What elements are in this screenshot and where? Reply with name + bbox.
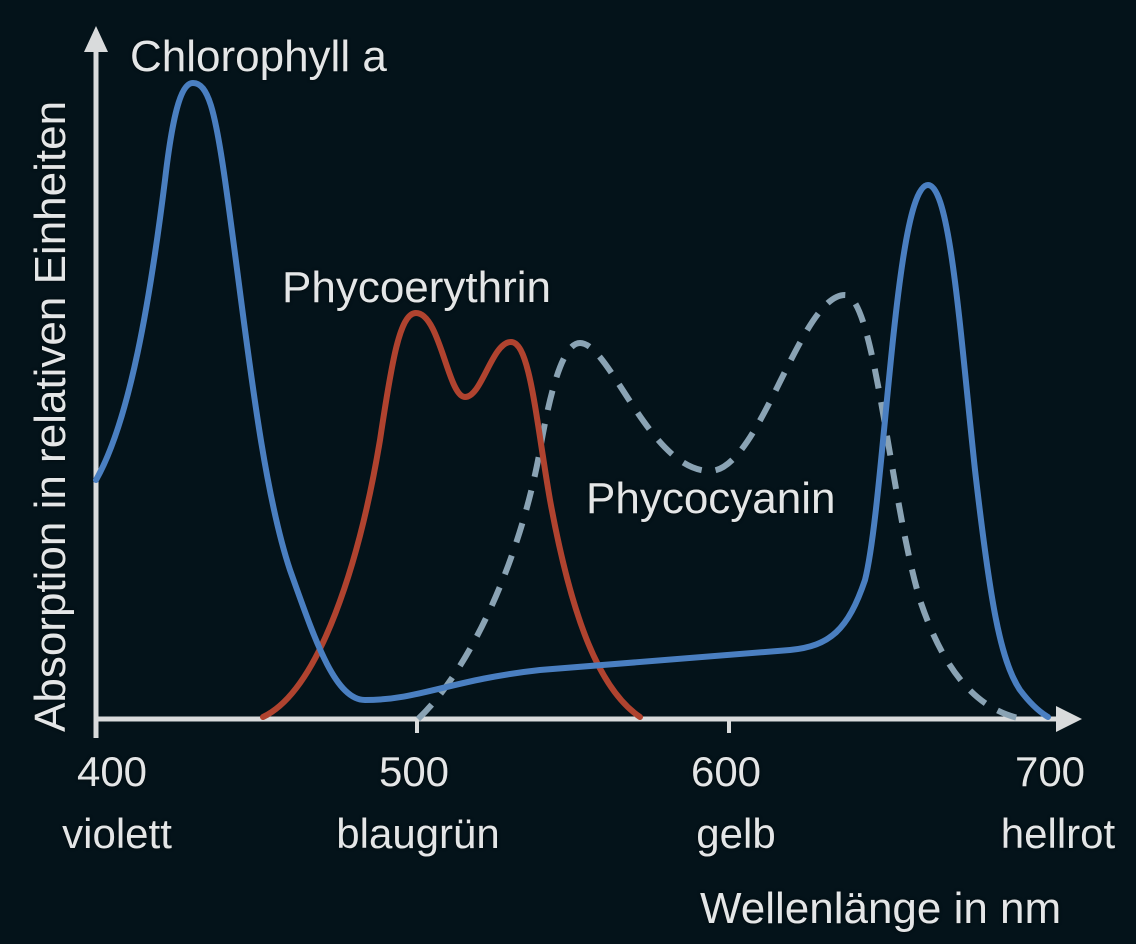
- tick-label-700: 700: [1014, 748, 1086, 795]
- tick-label-500: 500: [378, 748, 450, 795]
- x-axis-title: Wellenlänge in nm: [700, 884, 1062, 933]
- color-label-blaugruen: blaugrün: [336, 810, 500, 857]
- phycoerythrin-curve: [260, 309, 643, 720]
- axes: [84, 26, 1082, 738]
- label-phycoerythrin: Phycoerythrin: [282, 263, 552, 312]
- phycocyanin-curve: [415, 291, 1023, 722]
- color-label-gelb: gelb: [696, 810, 776, 857]
- tick-label-400: 400: [76, 748, 148, 795]
- label-chlorophyll-a: Chlorophyll a: [130, 32, 387, 81]
- tick-label-600: 600: [690, 748, 762, 795]
- x-axis-arrow-icon: [1056, 706, 1082, 732]
- y-axis-arrow-icon: [84, 26, 108, 52]
- label-phycocyanin: Phycocyanin: [586, 474, 836, 523]
- chlorophyll-a-curve: [93, 79, 1051, 720]
- color-label-hellrot: hellrot: [1000, 810, 1116, 857]
- color-label-violett: violett: [62, 810, 172, 857]
- y-axis-title: Absorption in relativen Einheiten: [26, 100, 75, 732]
